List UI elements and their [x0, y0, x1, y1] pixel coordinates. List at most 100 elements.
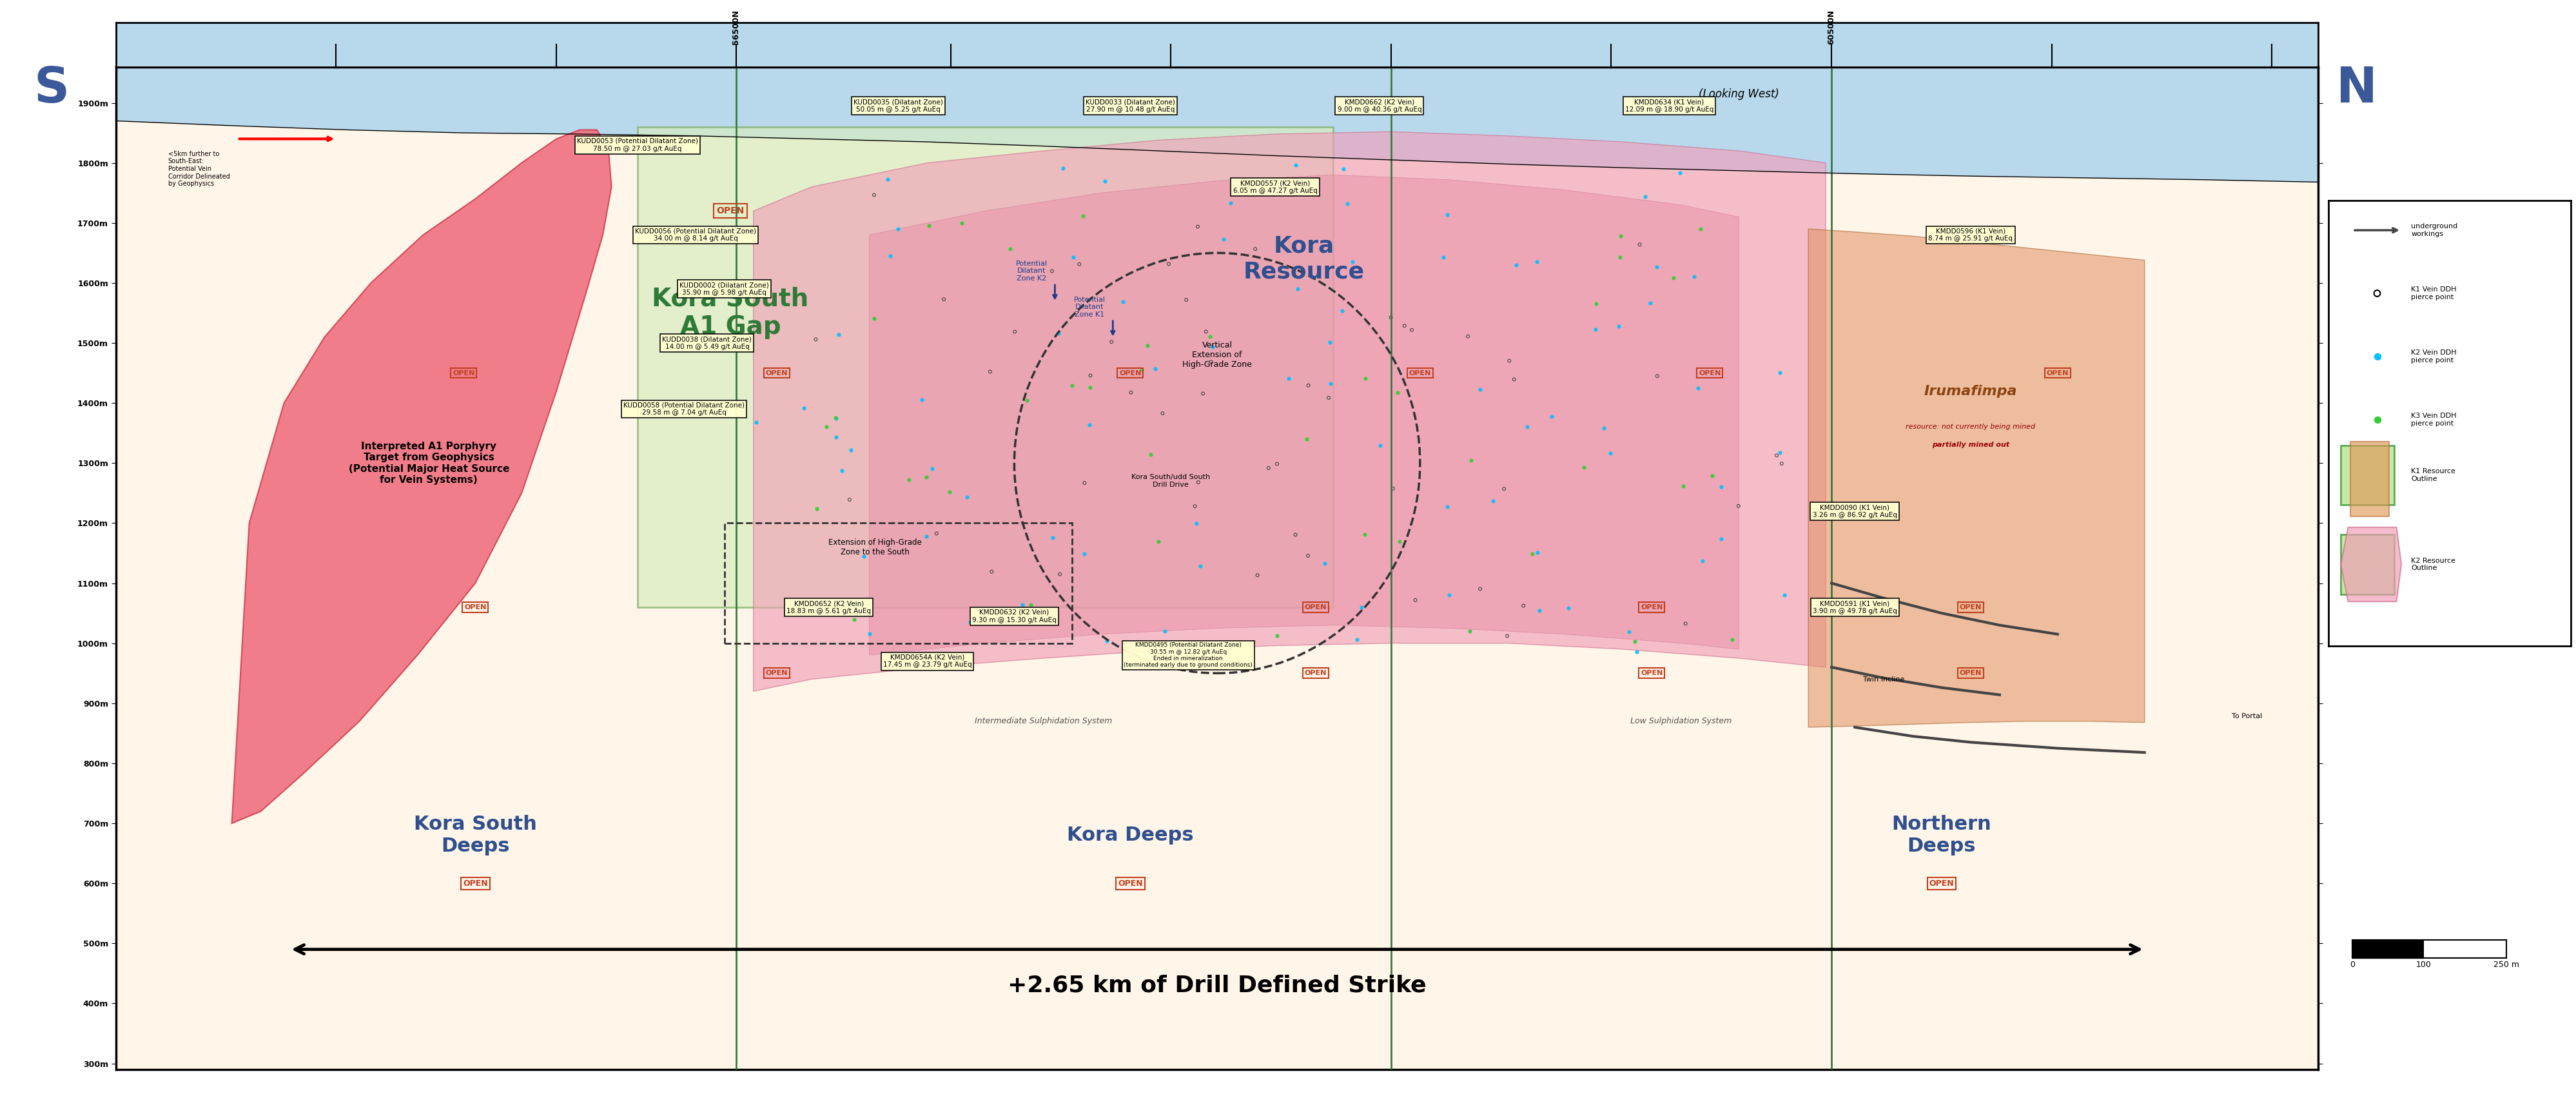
Text: S: S — [33, 66, 70, 113]
Point — [871, 246, 912, 264]
Point — [1007, 391, 1048, 409]
Point — [842, 547, 884, 565]
Point — [1203, 229, 1244, 247]
Point — [796, 500, 837, 518]
Point — [1710, 631, 1752, 648]
Point — [1659, 164, 1700, 182]
Point — [1489, 352, 1530, 370]
Polygon shape — [752, 131, 1826, 691]
Point — [822, 461, 863, 479]
Point — [1144, 622, 1185, 639]
Text: underground
workings: underground workings — [2411, 223, 2458, 237]
Point — [1278, 280, 1319, 297]
Text: OPEN: OPEN — [1118, 370, 1141, 377]
Point — [1450, 451, 1492, 469]
Point — [1607, 623, 1649, 641]
Text: To Portal: To Portal — [2231, 713, 2262, 720]
Point — [1121, 361, 1162, 379]
Point — [1427, 586, 1468, 604]
Point — [1193, 338, 1234, 355]
Point — [1383, 316, 1425, 334]
Text: KMDD0634 (K1 Vein)
12.09 m @ 18.90 g/t AuEq: KMDD0634 (K1 Vein) 12.09 m @ 18.90 g/t A… — [1625, 99, 1713, 113]
Point — [1427, 498, 1468, 516]
Point — [2357, 284, 2398, 302]
Point — [969, 363, 1010, 381]
Point — [1167, 291, 1208, 309]
Point — [1149, 634, 1190, 652]
Text: K2 Resource
Outline: K2 Resource Outline — [2411, 557, 2455, 571]
Point — [909, 216, 951, 234]
Point — [783, 399, 824, 417]
Text: KUDD0035 (Dilatant Zone)
50.05 m @ 5.25 g/t AuEq: KUDD0035 (Dilatant Zone) 50.05 m @ 5.25 … — [853, 99, 943, 113]
Point — [1680, 219, 1721, 237]
Text: 0: 0 — [2349, 960, 2354, 969]
Point — [1636, 368, 1677, 385]
Text: Kora Deeps: Kora Deeps — [1066, 825, 1193, 844]
Point — [1615, 643, 1656, 661]
Point — [1600, 227, 1641, 245]
Point — [1759, 443, 1801, 461]
FancyBboxPatch shape — [2342, 535, 2393, 594]
Text: (Looking West): (Looking West) — [1698, 88, 1780, 99]
Text: Potential
Dilatant
Zone K2: Potential Dilatant Zone K2 — [1015, 261, 1048, 282]
Point — [835, 610, 876, 628]
Point — [817, 428, 858, 446]
Text: OPEN: OPEN — [1641, 670, 1664, 676]
Point — [1378, 384, 1419, 402]
Point — [1038, 324, 1079, 342]
Point — [1394, 592, 1435, 609]
FancyBboxPatch shape — [2342, 446, 2393, 505]
Text: Vertical
Extension of
High-Grade Zone: Vertical Extension of High-Grade Zone — [1182, 341, 1252, 369]
Text: Potential
Dilatant
Zone K1: Potential Dilatant Zone K1 — [1074, 296, 1105, 317]
Point — [1700, 478, 1741, 496]
Point — [2357, 348, 2398, 365]
Text: KUDD0038 (Dilatant Zone)
14.00 m @ 5.49 g/t AuEq: KUDD0038 (Dilatant Zone) 14.00 m @ 5.49 … — [662, 336, 752, 350]
Text: OPEN: OPEN — [1303, 670, 1327, 676]
Text: K3 Vein DDH
pierce point: K3 Vein DDH pierce point — [2411, 412, 2458, 427]
Point — [1275, 156, 1316, 174]
Point — [1043, 159, 1084, 177]
Point — [1564, 459, 1605, 477]
Text: KUDD0056 (Potential Dilatant Zone)
34.00 m @ 8.14 g/t AuEq: KUDD0056 (Potential Dilatant Zone) 34.00… — [634, 228, 757, 242]
Point — [806, 418, 848, 436]
Point — [1059, 255, 1100, 273]
Polygon shape — [116, 67, 2318, 182]
Point — [2357, 411, 2398, 429]
Text: K1 Resource
Outline: K1 Resource Outline — [2411, 468, 2455, 482]
Text: OPEN: OPEN — [1641, 604, 1664, 610]
FancyBboxPatch shape — [2349, 442, 2391, 516]
Point — [1494, 371, 1535, 389]
Point — [1064, 207, 1105, 225]
Point — [1337, 631, 1378, 648]
Point — [1131, 446, 1172, 463]
Point — [1427, 206, 1468, 224]
Point — [1327, 195, 1368, 213]
Text: <5km further to
South-East:
Potential Vein
Corridor Delineated
by Geophysics: <5km further to South-East: Potential Ve… — [167, 150, 229, 187]
Point — [1010, 596, 1051, 614]
Point — [1759, 364, 1801, 382]
Text: KMDD0557 (K2 Vein)
6.05 m @ 47.27 g/t AuEq: KMDD0557 (K2 Vein) 6.05 m @ 47.27 g/t Au… — [1234, 180, 1316, 194]
Text: Extension of High-Grade
Zone to the South: Extension of High-Grade Zone to the Sout… — [829, 538, 922, 556]
Point — [829, 441, 871, 459]
Point — [1677, 379, 1718, 397]
Point — [1110, 383, 1151, 401]
Point — [1664, 615, 1705, 633]
Point — [1486, 627, 1528, 645]
Point — [1303, 555, 1345, 573]
Point — [1589, 444, 1631, 462]
Point — [1087, 632, 1128, 649]
Text: KMDD0495 (Potential Dilatant Zone)
30.55 m @ 12.82 g/t AuEq
Ended in mineralizat: KMDD0495 (Potential Dilatant Zone) 30.55… — [1123, 643, 1252, 668]
Text: OPEN: OPEN — [464, 879, 487, 888]
Text: OPEN: OPEN — [2045, 370, 2069, 377]
Text: KMDD0654A (K2 Vein)
17.45 m @ 23.79 g/t AuEq: KMDD0654A (K2 Vein) 17.45 m @ 23.79 g/t … — [884, 654, 971, 668]
Text: Intermediate Sulphidation System: Intermediate Sulphidation System — [974, 717, 1113, 725]
Point — [917, 525, 958, 543]
Point — [1177, 217, 1218, 235]
Point — [1654, 268, 1695, 286]
Text: K2 Vein DDH
pierce point: K2 Vein DDH pierce point — [2411, 350, 2458, 363]
Point — [1692, 467, 1734, 485]
Polygon shape — [232, 130, 611, 823]
Text: KUDD0033 (Dilatant Zone)
27.90 m @ 10.48 g/t AuEq: KUDD0033 (Dilatant Zone) 27.90 m @ 10.48… — [1084, 99, 1175, 113]
Text: K1 Vein DDH
pierce point: K1 Vein DDH pierce point — [2411, 286, 2458, 301]
Point — [1064, 475, 1105, 492]
